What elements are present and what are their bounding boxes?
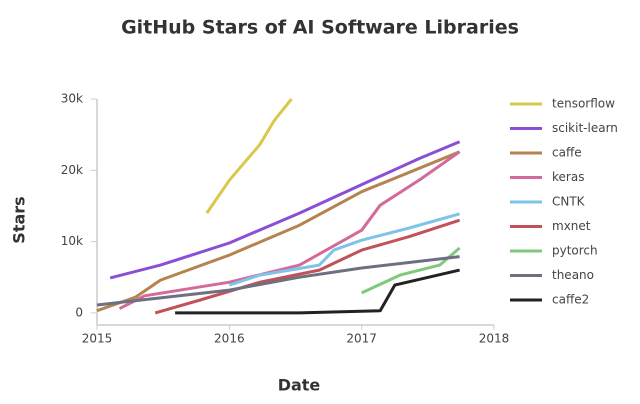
legend-label: scikit-learn bbox=[552, 121, 618, 135]
legend-label: mxnet bbox=[552, 219, 591, 233]
legend-label: theano bbox=[552, 268, 594, 282]
series-line bbox=[361, 246, 461, 295]
x-tick-label: 2015 bbox=[82, 332, 113, 346]
series-line bbox=[228, 212, 461, 287]
series-line bbox=[154, 218, 461, 315]
legend-label: caffe2 bbox=[552, 293, 589, 307]
y-axis-label: Stars bbox=[10, 196, 29, 243]
series-line bbox=[175, 268, 460, 315]
legend-label: CNTK bbox=[552, 195, 586, 209]
series-line bbox=[96, 150, 461, 313]
legend-label: tensorflow bbox=[552, 97, 615, 111]
series-line bbox=[118, 150, 461, 310]
y-tick-label: 10k bbox=[61, 234, 83, 248]
series-line bbox=[109, 140, 461, 280]
legend-label: keras bbox=[552, 170, 584, 184]
x-tick-label: 2017 bbox=[346, 332, 377, 346]
x-axis-label: Date bbox=[278, 376, 321, 395]
chart-title: GitHub Stars of AI Software Libraries bbox=[121, 17, 519, 39]
y-tick-label: 20k bbox=[61, 163, 83, 177]
x-tick-label: 2016 bbox=[214, 332, 245, 346]
series-line bbox=[205, 98, 293, 214]
y-tick-label: 30k bbox=[61, 92, 83, 106]
legend-label: caffe bbox=[552, 146, 582, 160]
y-tick-label: 0 bbox=[75, 305, 83, 319]
x-tick-label: 2018 bbox=[479, 332, 510, 346]
legend-label: pytorch bbox=[552, 244, 598, 258]
series-line bbox=[96, 255, 460, 307]
